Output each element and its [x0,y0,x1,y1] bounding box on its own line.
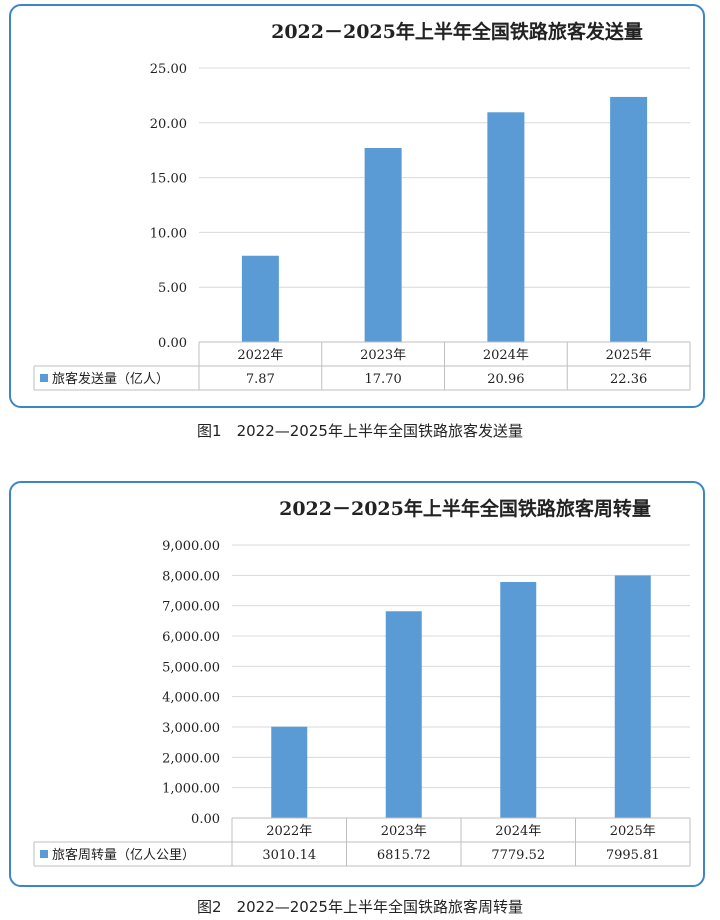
passenger-volume-chart: 2022－2025年上半年全国铁路旅客发送量 0.00 5.00 10.00 15.00… [33,20,691,391]
y-tick-label: 4,000.00 [162,691,220,706]
figure-caption-2: 图2 2022—2025年上半年全国铁路旅客周转量 [197,898,523,916]
data-table-value: 7.87 [246,372,275,387]
x-category-label: 2024年 [483,348,529,363]
chart-title: 2022－2025年上半年全国铁路旅客周转量 [279,497,651,520]
data-table-value: 17.70 [365,372,402,387]
x-category-label: 2025年 [606,348,652,363]
bar-2022年 [271,726,308,818]
legend-swatch [40,850,48,858]
legend-swatch [40,374,48,382]
y-tick-label: 8,000.00 [162,569,220,584]
legend-label: 旅客周转量（亿人公里） [52,847,195,863]
x-category-label: 2023年 [360,348,406,363]
y-tick-label: 3,000.00 [162,721,220,736]
x-category-label: 2024年 [495,824,541,839]
data-table-value: 22.36 [610,372,647,387]
legend-label: 旅客发送量（亿人） [52,371,169,387]
bar-2023年 [364,148,402,342]
chart-title: 2022－2025年上半年全国铁路旅客发送量 [271,20,643,43]
y-tick-label: 5,000.00 [162,660,220,675]
data-table-value: 7779.52 [491,848,545,863]
figure-caption-1: 图1 2022—2025年上半年全国铁路旅客发送量 [197,422,523,440]
data-table-value: 7995.81 [606,848,660,863]
y-tick-label: 20.00 [150,117,187,132]
bar-2024年 [500,582,537,818]
y-tick-label: 7,000.00 [162,600,220,615]
data-table-value: 3010.14 [262,848,316,863]
y-tick-label: 9,000.00 [162,539,220,554]
y-tick-label: 0.00 [158,336,187,351]
y-tick-label: 6,000.00 [162,630,220,645]
bar-2025年 [614,575,651,818]
chart-panel-2: 2022－2025年上半年全国铁路旅客周转量 0.00 1,000.00 2,000.… [9,481,705,887]
chart-panel-1: 2022－2025年上半年全国铁路旅客发送量 0.00 5.00 10.00 15.00… [9,4,705,408]
y-tick-label: 25.00 [150,62,187,77]
y-tick-label: 2,000.00 [162,751,220,766]
bar-2022年 [241,255,279,342]
x-category-label: 2022年 [237,348,283,363]
y-tick-label: 5.00 [158,281,187,296]
x-category-label: 2023年 [381,824,427,839]
data-table-value: 20.96 [487,372,524,387]
y-tick-label: 1,000.00 [162,782,220,797]
bar-2025年 [610,96,648,342]
y-tick-label: 10.00 [150,226,187,241]
y-tick-label: 0.00 [191,812,220,827]
x-category-label: 2025年 [610,824,656,839]
bar-2023年 [385,611,422,818]
passenger-turnover-chart: 2022－2025年上半年全国铁路旅客周转量 0.00 1,000.00 2,000.… [33,497,691,867]
bar-2024年 [487,112,525,342]
data-table-value: 6815.72 [377,848,431,863]
x-category-label: 2022年 [266,824,312,839]
y-tick-label: 15.00 [150,172,187,187]
